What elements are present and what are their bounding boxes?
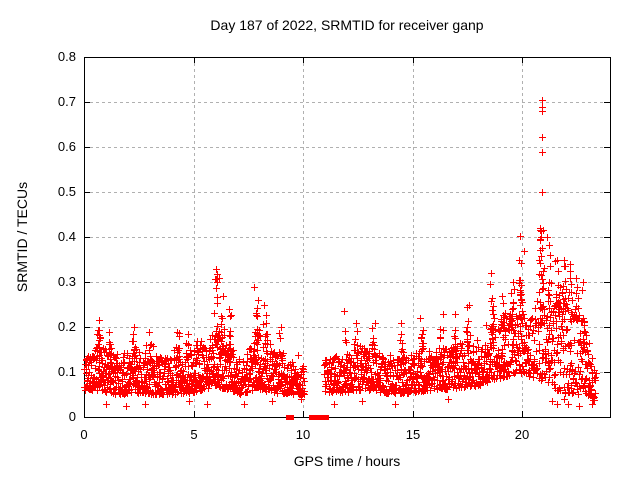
svg-text:0.2: 0.2	[58, 319, 76, 334]
svg-text:20: 20	[515, 427, 529, 442]
svg-text:15: 15	[406, 427, 420, 442]
axis-tick-labels: 0 0.1 0.2 0.3 0.4 0.5 0.6 0.7 0.8 0 5 10 15 20	[58, 49, 529, 442]
svg-text:0.7: 0.7	[58, 94, 76, 109]
svg-text:0.1: 0.1	[58, 364, 76, 379]
chart-title: Day 187 of 2022, SRMTID for receiver gan…	[210, 17, 484, 33]
svg-text:0.6: 0.6	[58, 139, 76, 154]
svg-text:10: 10	[296, 427, 310, 442]
svg-text:0.3: 0.3	[58, 274, 76, 289]
grid-lines	[84, 57, 610, 417]
svg-text:0.4: 0.4	[58, 229, 76, 244]
axis-ticks	[84, 57, 610, 418]
scatter-points	[81, 97, 600, 410]
svg-text:0: 0	[80, 427, 87, 442]
gap-markers	[286, 415, 329, 420]
svg-text:0.8: 0.8	[58, 49, 76, 64]
x-axis-label: GPS time / hours	[293, 453, 401, 469]
svg-text:0.5: 0.5	[58, 184, 76, 199]
svg-text:5: 5	[190, 427, 197, 442]
svg-text:0: 0	[69, 409, 76, 424]
